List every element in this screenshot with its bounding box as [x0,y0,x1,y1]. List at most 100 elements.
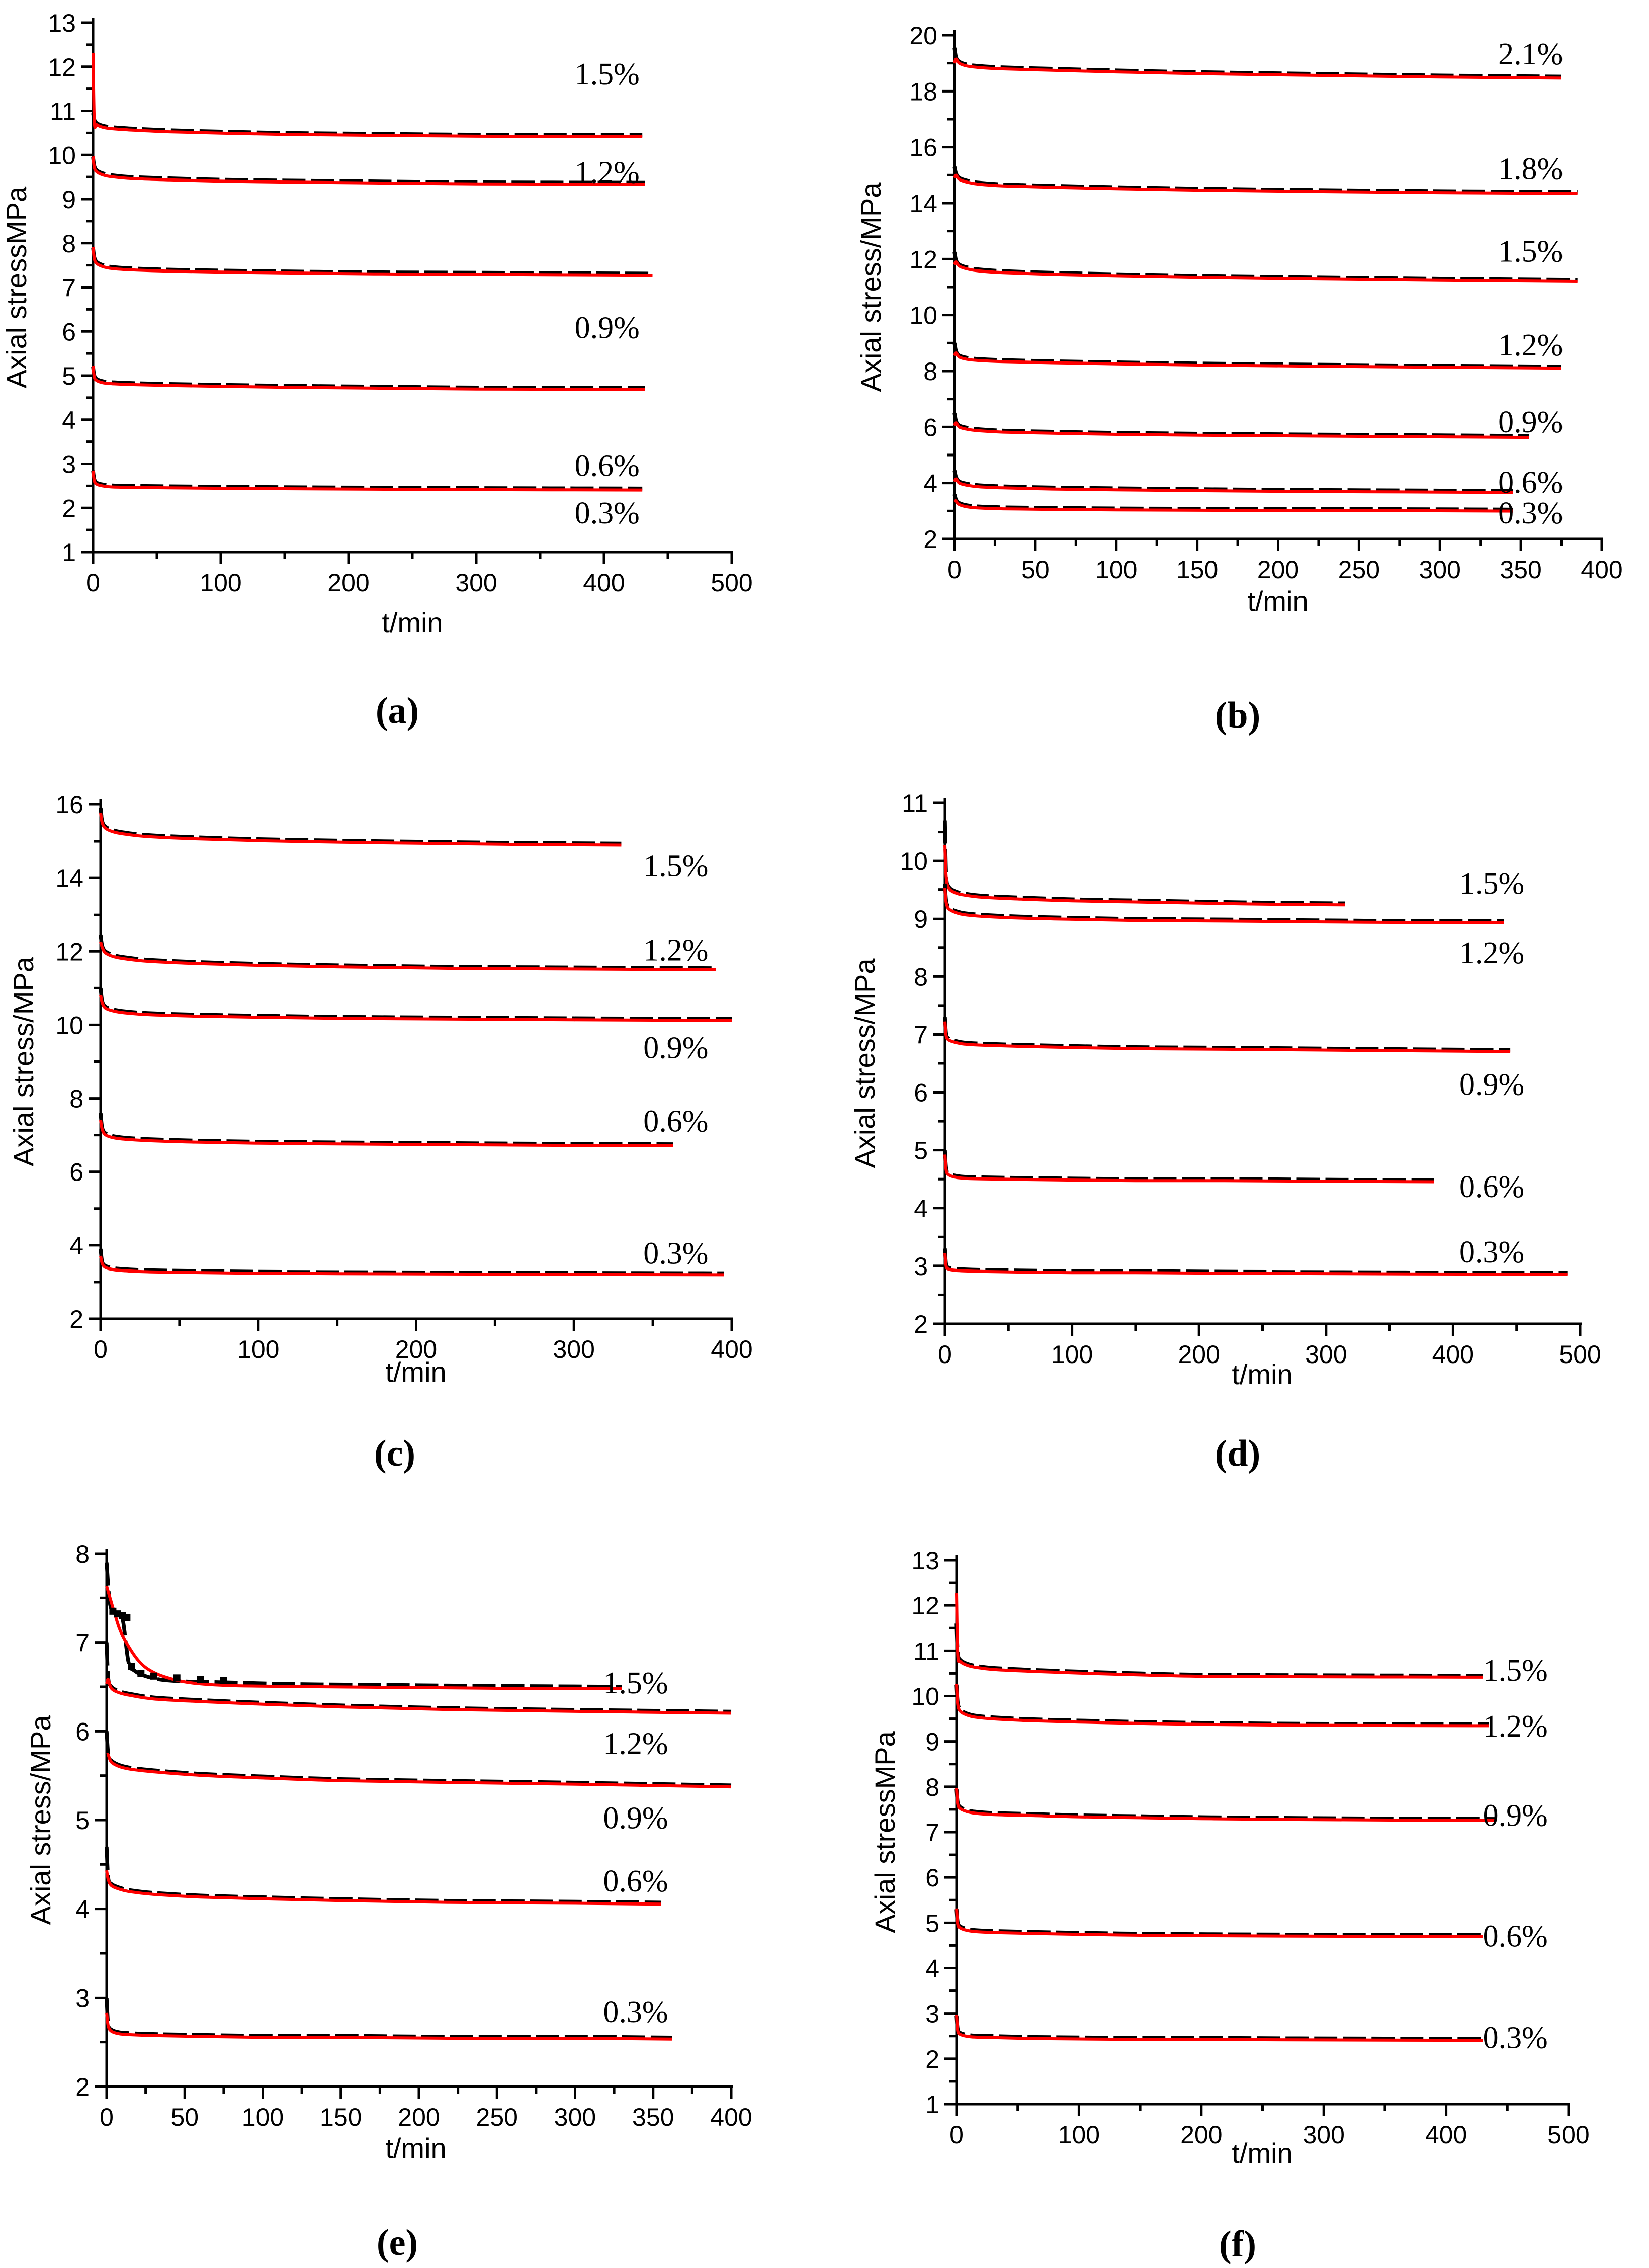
x-tick-label: 200 [395,1335,437,1364]
x-tick-label: 150 [320,2103,362,2131]
y-tick-label: 2 [925,2045,939,2073]
series-0p3pct-fit-line [92,470,643,492]
series-label-0p3pct: 0.3% [1459,1235,1524,1269]
y-tick-label: 3 [75,1984,90,2012]
series-0p3pct-fit-line [105,2012,672,2041]
series-2p1pct-data-line [952,47,1561,79]
y-tick-label: 5 [914,1137,928,1165]
series-1p5pct-scatter-point [173,1674,181,1682]
y-tick-label: 10 [48,141,76,169]
x-tick-label: 0 [947,556,962,584]
x-tick-label: 100 [1095,556,1137,584]
y-tick-label: 6 [914,1079,928,1107]
x-tick-label: 50 [170,2103,199,2131]
chart-panel-c: 0 100 200 300 400 2 4 6 8 10 12 14 16 1.5% 1.2% 0.9% 0.6… [0,754,825,1523]
y-tick-label: 13 [911,1547,939,1575]
x-tick-label: 400 [1432,1340,1474,1369]
y-tick-label: 7 [75,1629,90,1657]
series-label-0p9pct: 0.9% [575,311,640,345]
y-tick-label: 8 [914,963,928,991]
chart-panel-b: 0 50 100 150 200 250 300 350 400 2 4 6 8 10 12 14 16 18 20… [824,0,1649,754]
series-label-1p2pct: 1.2% [575,156,640,190]
y-tick-label: 11 [902,789,928,818]
series-1p5pct-fit-line [943,845,1345,907]
series-0p9pct-fit-line [106,1753,732,1789]
series-2p1pct-fit-line [953,57,1561,80]
series-1p5pct-scatter-point [197,1676,204,1683]
series-label-0p3pct: 0.3% [603,1995,668,2029]
series-0p9pct-data-line [99,987,732,1021]
series-label-0p9pct: 0.9% [643,1031,708,1065]
series-1p5pct-scatter-point [150,1672,157,1680]
series-0p6pct-data-line [954,1909,1483,1937]
series-1p5pct-data-line [105,1562,622,1689]
series-0p6pct-data-line [99,1113,673,1146]
y-tick-label: 2 [69,1305,83,1333]
x-axis-title: t/min [1247,585,1308,617]
x-tick-label: 400 [1581,556,1622,584]
series-1p5pct-scatter-point [137,1670,145,1677]
y-tick-label: 8 [62,230,76,258]
y-tick-label: 10 [911,1683,939,1711]
series-1p5pct-data-line [943,820,1345,906]
series-1p2pct-fit-line [943,888,1504,924]
series-0p9pct-fit-line [943,1021,1511,1053]
series-label-1p5pct: 1.5% [1483,1654,1548,1688]
series-1p5pct-scatter-point [123,1614,131,1621]
chart-d: 0 100 200 300 400 500 2 3 4 5 6 7 8 9 10 11 1.5% 1.2% 0.9%… [849,789,1601,1474]
y-tick-label: 14 [55,864,83,892]
y-tick-label: 6 [925,1864,939,1892]
series-label-1p2pct: 1.2% [643,934,708,968]
x-axis-title: t/min [1232,1358,1292,1390]
x-tick-label: 0 [938,1340,952,1369]
y-tick-label: 8 [75,1540,90,1568]
y-tick-label: 2 [62,494,76,522]
x-tick-label: 500 [1547,2121,1589,2149]
series-0p6pct-fit-line [943,1154,1434,1184]
y-tick-label: 20 [909,22,937,50]
y-axis-title: Axial stress/MPa [849,958,881,1168]
series-label-0p6pct: 0.6% [1483,1920,1548,1954]
y-tick-label: 12 [48,53,76,81]
series-label-1p2pct: 1.2% [1459,936,1524,970]
series-1p5pct-scatter-point [220,1677,227,1684]
y-tick-label: 7 [925,1819,939,1847]
y-tick-label: 16 [909,134,937,162]
series-1p5pct-fit-line [92,52,643,138]
series-0p6pct-fit-line [955,1908,1483,1938]
series-1p2pct-fit-line [953,351,1561,370]
series-0p9pct-fit-line [953,421,1529,439]
x-axis-title: t/min [382,607,443,639]
x-tick-label: 50 [1021,556,1050,584]
x-tick-label: 250 [476,2103,518,2131]
x-tick-label: 300 [1305,1340,1347,1369]
x-tick-label: 200 [398,2103,440,2131]
x-tick-label: 0 [86,569,100,597]
y-tick-label: 3 [925,2000,939,2028]
series-0p9pct-data-line [91,247,653,276]
series-label-0p6pct: 0.6% [643,1104,708,1138]
x-tick-label: 300 [554,2103,596,2131]
y-axis-title: Axial stress/MPa [25,1715,56,1925]
y-tick-label: 14 [909,190,937,218]
y-tick-label: 8 [69,1085,83,1113]
y-tick-label: 4 [62,406,76,434]
series-label-0p6pct: 0.6% [1459,1170,1524,1204]
y-tick-label: 8 [925,1773,939,1801]
y-tick-label: 4 [75,1895,90,1924]
series-0p3pct-fit-line [953,498,1513,513]
series-1p8pct-fit-line [953,173,1578,195]
y-tick-label: 9 [62,186,76,214]
y-tick-label: 5 [925,1909,939,1937]
x-tick-label: 100 [237,1335,279,1364]
x-tick-label: 500 [1559,1340,1601,1369]
chart-c: 0 100 200 300 400 2 4 6 8 10 12 14 16 1.5% 1.2% 0.9% 0.6… [8,791,753,1474]
panel-caption-e: (e) [377,2222,418,2263]
x-tick-label: 400 [711,1335,752,1364]
series-0p6pct-data-line [105,1846,661,1905]
series-0p3pct-data-line [99,1248,724,1276]
x-tick-label: 300 [1303,2121,1344,2149]
chart-e: 0 50 100 150 200 250 300 350 400 2 3 4 5 6 7 8 1.5% 1.2% 0… [25,1540,752,2263]
x-tick-label: 100 [242,2103,284,2131]
y-tick-label: 9 [925,1728,939,1756]
